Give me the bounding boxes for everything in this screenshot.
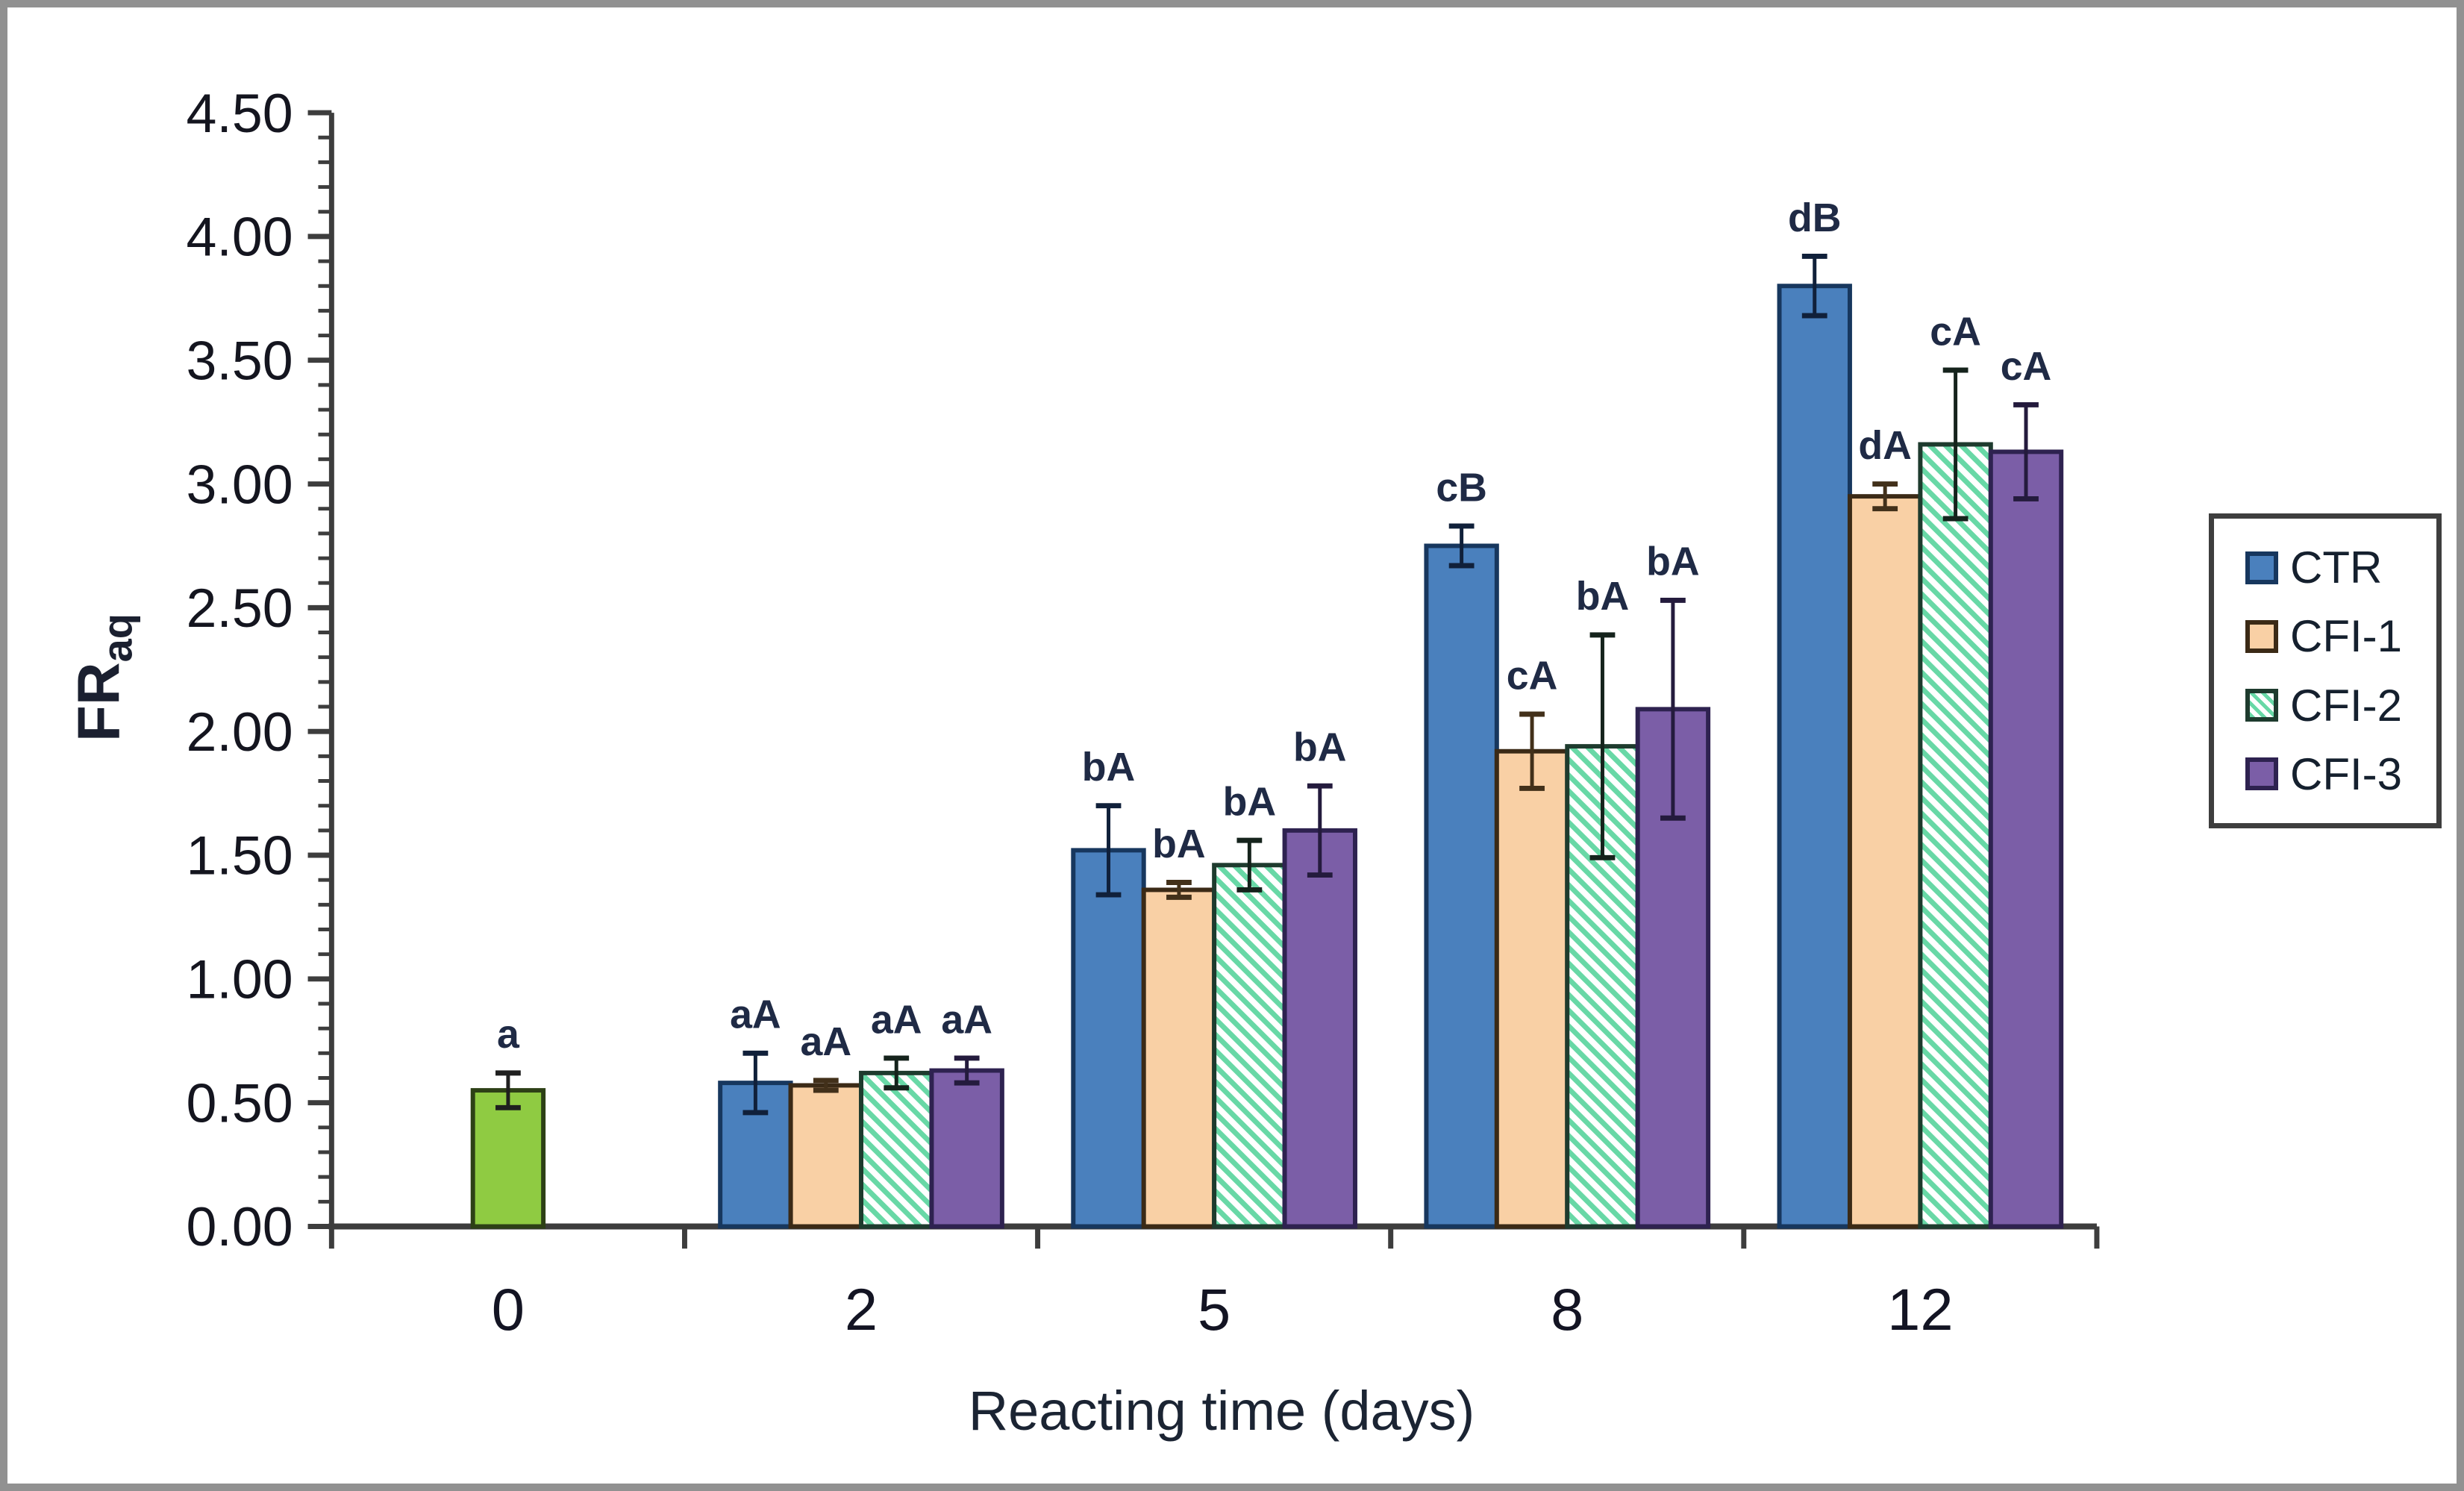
legend-swatch-cfi-1 bbox=[2245, 619, 2278, 653]
bar bbox=[1847, 494, 1923, 1229]
y-tick-label: 4.00 bbox=[187, 207, 293, 268]
bar bbox=[1494, 748, 1570, 1229]
legend-swatch-cfi-3 bbox=[2245, 757, 2278, 791]
significance-label: aA bbox=[871, 998, 922, 1042]
x-category-label: 8 bbox=[1551, 1276, 1583, 1342]
y-tick-label: 1.50 bbox=[187, 825, 293, 887]
significance-label: bA bbox=[1576, 575, 1630, 619]
bar bbox=[1918, 442, 1993, 1229]
bar bbox=[929, 1068, 1004, 1229]
x-category-label: 2 bbox=[845, 1276, 878, 1342]
legend-swatch-ctr bbox=[2245, 551, 2278, 584]
significance-label: cB bbox=[1436, 466, 1487, 510]
y-tick-label: 0.00 bbox=[187, 1196, 293, 1257]
bar bbox=[470, 1088, 546, 1229]
bar bbox=[1282, 828, 1357, 1229]
significance-label: a bbox=[497, 1013, 520, 1057]
y-tick-label: 2.50 bbox=[187, 578, 293, 639]
significance-label: aA bbox=[730, 993, 781, 1037]
significance-label: bA bbox=[1293, 726, 1347, 770]
significance-label: aA bbox=[801, 1020, 852, 1064]
y-tick-label: 2.00 bbox=[187, 701, 293, 763]
y-axis-title-main: FR bbox=[65, 662, 132, 742]
significance-label: cA bbox=[2001, 345, 2052, 389]
legend-label-cfi-3: CFI-3 bbox=[2290, 748, 2402, 799]
y-axis-title: FRaq bbox=[65, 613, 142, 742]
significance-label: bA bbox=[1152, 822, 1206, 866]
legend-entry-ctr: CTR bbox=[2245, 542, 2430, 593]
y-tick-label: 0.50 bbox=[187, 1073, 293, 1134]
x-axis-title: Reacting time (days) bbox=[968, 1380, 1475, 1442]
legend-label-ctr: CTR bbox=[2290, 543, 2383, 593]
legend-entry-cfi-1: CFI-1 bbox=[2245, 610, 2430, 662]
legend-entry-cfi-3: CFI-3 bbox=[2245, 748, 2430, 800]
y-axis-title-subscript: aq bbox=[93, 613, 141, 663]
y-tick-label: 4.50 bbox=[187, 83, 293, 144]
bar bbox=[859, 1070, 934, 1229]
x-category-label: 12 bbox=[1887, 1276, 1953, 1342]
legend-label-cfi-1: CFI-1 bbox=[2290, 611, 2402, 662]
x-category-label: 0 bbox=[492, 1276, 525, 1342]
significance-label: dB bbox=[1788, 196, 1842, 240]
bar bbox=[1424, 543, 1499, 1229]
y-tick-label: 1.00 bbox=[187, 949, 293, 1010]
bar bbox=[1988, 449, 2064, 1229]
significance-label: bA bbox=[1082, 746, 1136, 790]
bar bbox=[1071, 848, 1146, 1229]
bar bbox=[788, 1083, 864, 1229]
significance-label: cA bbox=[1507, 654, 1558, 698]
bar bbox=[1141, 887, 1217, 1229]
legend-entry-cfi-2: CFI-2 bbox=[2245, 680, 2430, 731]
significance-label: cA bbox=[1930, 310, 1981, 354]
bar bbox=[1212, 863, 1287, 1229]
significance-label: dA bbox=[1858, 424, 1912, 468]
bar bbox=[1777, 284, 1852, 1229]
significance-label: aA bbox=[941, 998, 992, 1042]
y-tick-label: 3.50 bbox=[187, 331, 293, 392]
y-tick-label: 3.00 bbox=[187, 454, 293, 515]
significance-label: bA bbox=[1646, 540, 1700, 584]
legend-swatch-cfi-2 bbox=[2245, 689, 2278, 722]
significance-label: bA bbox=[1223, 781, 1277, 825]
legend-label-cfi-2: CFI-2 bbox=[2290, 680, 2402, 731]
legend: CTR CFI-1 CFI-2 CFI-3 bbox=[2209, 513, 2442, 828]
plot-area: 0.00 0.50 1.00 1.50 2.00 2.50 3.00 3.50 4.00 4.50… bbox=[187, 83, 2100, 1342]
x-category-label: 5 bbox=[1198, 1276, 1231, 1342]
bar-chart: 0.00 0.50 1.00 1.50 2.00 2.50 3.00 3.50 4.00 4.50… bbox=[187, 83, 2100, 1342]
